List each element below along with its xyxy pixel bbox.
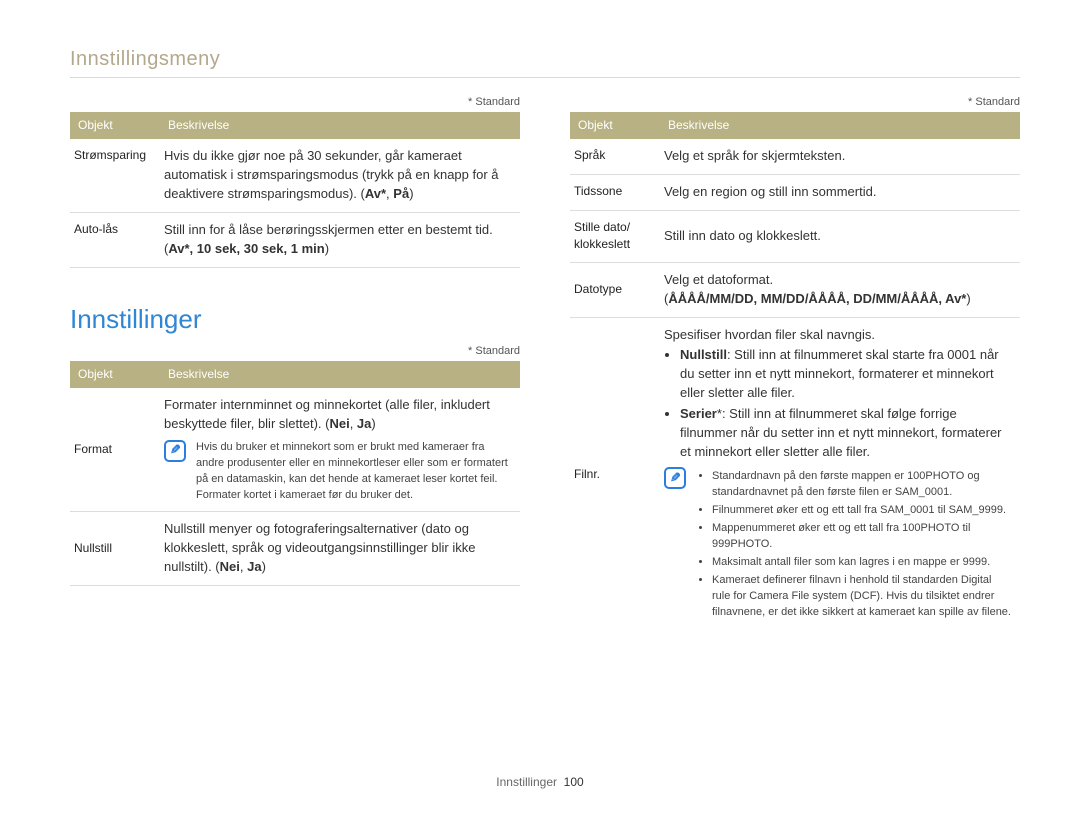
page-number: 100: [564, 775, 584, 789]
table-header-row: Objekt Beskrivelse: [570, 112, 1020, 139]
row-desc: Formater internminnet og minnekortet (al…: [160, 388, 520, 512]
row-desc: Velg et språk for skjermteksten.: [660, 139, 1020, 174]
footer-label: Innstillinger: [496, 775, 557, 789]
breadcrumb: Innstillingsmeny: [70, 48, 1020, 71]
list-item: Kameraet definerer filnavn i henhold til…: [712, 573, 1012, 621]
note-icon: [664, 467, 686, 489]
table-row: Filnr. Spesifiser hvordan filer skal nav…: [570, 317, 1020, 631]
standard-note: * Standard: [70, 96, 520, 108]
list-item: Serier*: Still inn at filnummeret skal f…: [680, 405, 1012, 462]
note: Hvis du bruker et minnekort som er brukt…: [164, 440, 512, 504]
row-label: Stille dato/ klokkeslett: [570, 211, 660, 263]
row-desc: Velg en region og still inn sommertid.: [660, 175, 1020, 211]
left-bottom-table: Objekt Beskrivelse Format Formater inter…: [70, 361, 520, 586]
row-desc: Still inn for å låse berøringsskjermen e…: [160, 212, 520, 267]
divider: [70, 77, 1020, 78]
row-label: Tidssone: [570, 175, 660, 211]
row-label: Filnr.: [570, 317, 660, 631]
col-objekt: Objekt: [570, 112, 660, 139]
note: Standardnavn på den første mappen er 100…: [664, 467, 1012, 622]
list-item: Maksimalt antall filer som kan lagres i …: [712, 555, 1012, 571]
bullet-list: Nullstill: Still inn at filnummeret skal…: [664, 346, 1012, 461]
row-label: Format: [70, 388, 160, 512]
right-column: * Standard Objekt Beskrivelse Språk Velg…: [570, 96, 1020, 631]
list-item: Nullstill: Still inn at filnummeret skal…: [680, 346, 1012, 403]
row-label: Nullstill: [70, 512, 160, 586]
table-row: Strømsparing Hvis du ikke gjør noe på 30…: [70, 139, 520, 212]
page: Innstillingsmeny * Standard Objekt Beskr…: [0, 0, 1080, 815]
page-footer: Innstillinger 100: [0, 775, 1080, 789]
table-row: Nullstill Nullstill menyer og fotografer…: [70, 512, 520, 586]
table-row: Auto-lås Still inn for å låse berøringss…: [70, 212, 520, 267]
table-row: Format Formater internminnet og minnekor…: [70, 388, 520, 512]
table-row: Tidssone Velg en region og still inn som…: [570, 175, 1020, 211]
row-desc: Hvis du ikke gjør noe på 30 sekunder, gå…: [160, 139, 520, 212]
left-column: * Standard Objekt Beskrivelse Strømspari…: [70, 96, 520, 631]
row-desc: Nullstill menyer og fotograferingsaltern…: [160, 512, 520, 586]
row-label: Auto-lås: [70, 212, 160, 267]
note-icon: [164, 440, 186, 462]
standard-note: * Standard: [70, 345, 520, 357]
list-item: Filnummeret øker ett og ett tall fra SAM…: [712, 503, 1012, 519]
note-list: Standardnavn på den første mappen er 100…: [696, 469, 1012, 620]
table-header-row: Objekt Beskrivelse: [70, 112, 520, 139]
col-beskrivelse: Beskrivelse: [160, 361, 520, 388]
note-text: Hvis du bruker et minnekort som er brukt…: [196, 440, 512, 504]
standard-note: * Standard: [570, 96, 1020, 108]
row-label: Strømsparing: [70, 139, 160, 212]
columns: * Standard Objekt Beskrivelse Strømspari…: [70, 96, 1020, 631]
row-label: Språk: [570, 139, 660, 174]
col-beskrivelse: Beskrivelse: [160, 112, 520, 139]
row-desc: Velg et datoformat. (ÅÅÅÅ/MM/DD, MM/DD/Å…: [660, 262, 1020, 317]
col-objekt: Objekt: [70, 361, 160, 388]
row-desc: Still inn dato og klokkeslett.: [660, 211, 1020, 263]
table-row: Stille dato/ klokkeslett Still inn dato …: [570, 211, 1020, 263]
row-desc: Spesifiser hvordan filer skal navngis. N…: [660, 317, 1020, 631]
table-header-row: Objekt Beskrivelse: [70, 361, 520, 388]
col-objekt: Objekt: [70, 112, 160, 139]
col-beskrivelse: Beskrivelse: [660, 112, 1020, 139]
table-row: Datotype Velg et datoformat. (ÅÅÅÅ/MM/DD…: [570, 262, 1020, 317]
list-item: Mappenummeret øker ett og ett tall fra 1…: [712, 521, 1012, 553]
left-top-table: Objekt Beskrivelse Strømsparing Hvis du …: [70, 112, 520, 268]
row-label: Datotype: [570, 262, 660, 317]
table-row: Språk Velg et språk for skjermteksten.: [570, 139, 1020, 174]
right-table: Objekt Beskrivelse Språk Velg et språk f…: [570, 112, 1020, 631]
list-item: Standardnavn på den første mappen er 100…: [712, 469, 1012, 501]
note-text: Standardnavn på den første mappen er 100…: [696, 467, 1012, 622]
section-title: Innstillinger: [70, 304, 520, 335]
